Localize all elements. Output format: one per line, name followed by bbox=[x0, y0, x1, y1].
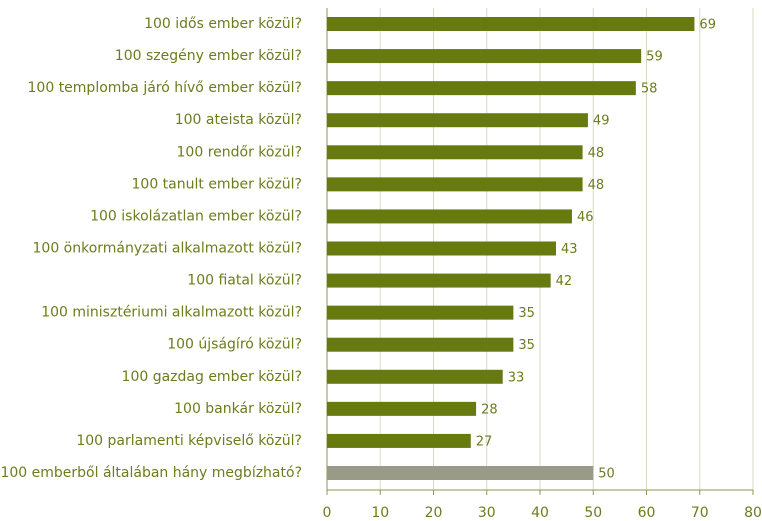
value-label: 69 bbox=[699, 18, 716, 33]
bar bbox=[327, 369, 503, 384]
value-label: 27 bbox=[476, 434, 493, 449]
bar bbox=[327, 305, 514, 320]
bar bbox=[327, 433, 471, 448]
bar bbox=[327, 145, 583, 160]
bar bbox=[327, 81, 636, 96]
value-label: 50 bbox=[598, 467, 615, 482]
x-tick-label: 30 bbox=[478, 505, 496, 521]
value-label: 33 bbox=[508, 370, 525, 385]
y-tick-label: 100 bankár közül? bbox=[174, 401, 302, 417]
x-tick-label: 20 bbox=[425, 505, 443, 521]
bar bbox=[327, 241, 556, 256]
x-tick-label: 80 bbox=[744, 505, 762, 521]
y-tick-label: 100 rendőr közül? bbox=[177, 144, 302, 160]
y-tick-label: 100 tanult ember közül? bbox=[132, 176, 303, 192]
y-tick-label: 100 újságíró közül? bbox=[167, 337, 302, 353]
y-tick-label: 100 parlamenti képviselő közül? bbox=[76, 433, 302, 449]
bar bbox=[327, 49, 642, 64]
value-label: 48 bbox=[588, 178, 605, 193]
bar bbox=[327, 337, 514, 352]
y-tick-label: 100 emberből általában hány megbízható? bbox=[0, 465, 302, 481]
y-tick-label: 100 ateista közül? bbox=[175, 112, 302, 128]
bar bbox=[327, 273, 551, 288]
value-label: 49 bbox=[593, 114, 610, 129]
x-tick-label: 60 bbox=[638, 505, 656, 521]
x-tick-label: 40 bbox=[531, 505, 549, 521]
value-label: 48 bbox=[588, 146, 605, 161]
bar bbox=[327, 113, 588, 128]
y-tick-label: 100 gazdag ember közül? bbox=[122, 369, 302, 385]
y-tick-label: 100 iskolázatlan ember közül? bbox=[90, 208, 302, 224]
value-label: 46 bbox=[577, 210, 594, 225]
bar bbox=[327, 177, 583, 192]
bar bbox=[327, 466, 594, 480]
x-tick-label: 10 bbox=[371, 505, 389, 521]
bar bbox=[327, 401, 477, 416]
value-label: 59 bbox=[646, 50, 663, 65]
y-tick-label: 100 idős ember közül? bbox=[144, 16, 302, 32]
x-tick-label: 70 bbox=[691, 505, 709, 521]
bar bbox=[327, 17, 695, 31]
y-tick-label: 100 templomba járó hívő ember közül? bbox=[28, 80, 302, 96]
value-label: 35 bbox=[518, 338, 535, 353]
x-tick-label: 50 bbox=[584, 505, 602, 521]
x-tick-label: 0 bbox=[323, 505, 332, 521]
value-label: 42 bbox=[556, 274, 573, 289]
y-tick-label: 100 szegény ember közül? bbox=[115, 48, 302, 64]
bar bbox=[327, 209, 572, 224]
value-label: 43 bbox=[561, 242, 578, 257]
y-tick-label: 100 önkormányzati alkalmazott közül? bbox=[33, 241, 303, 257]
value-label: 35 bbox=[518, 306, 535, 321]
value-label: 28 bbox=[481, 402, 498, 417]
value-label: 58 bbox=[641, 82, 658, 97]
y-tick-label: 100 minisztériumi alkalmazott közül? bbox=[41, 305, 302, 321]
y-tick-label: 100 fiatal közül? bbox=[187, 273, 302, 289]
